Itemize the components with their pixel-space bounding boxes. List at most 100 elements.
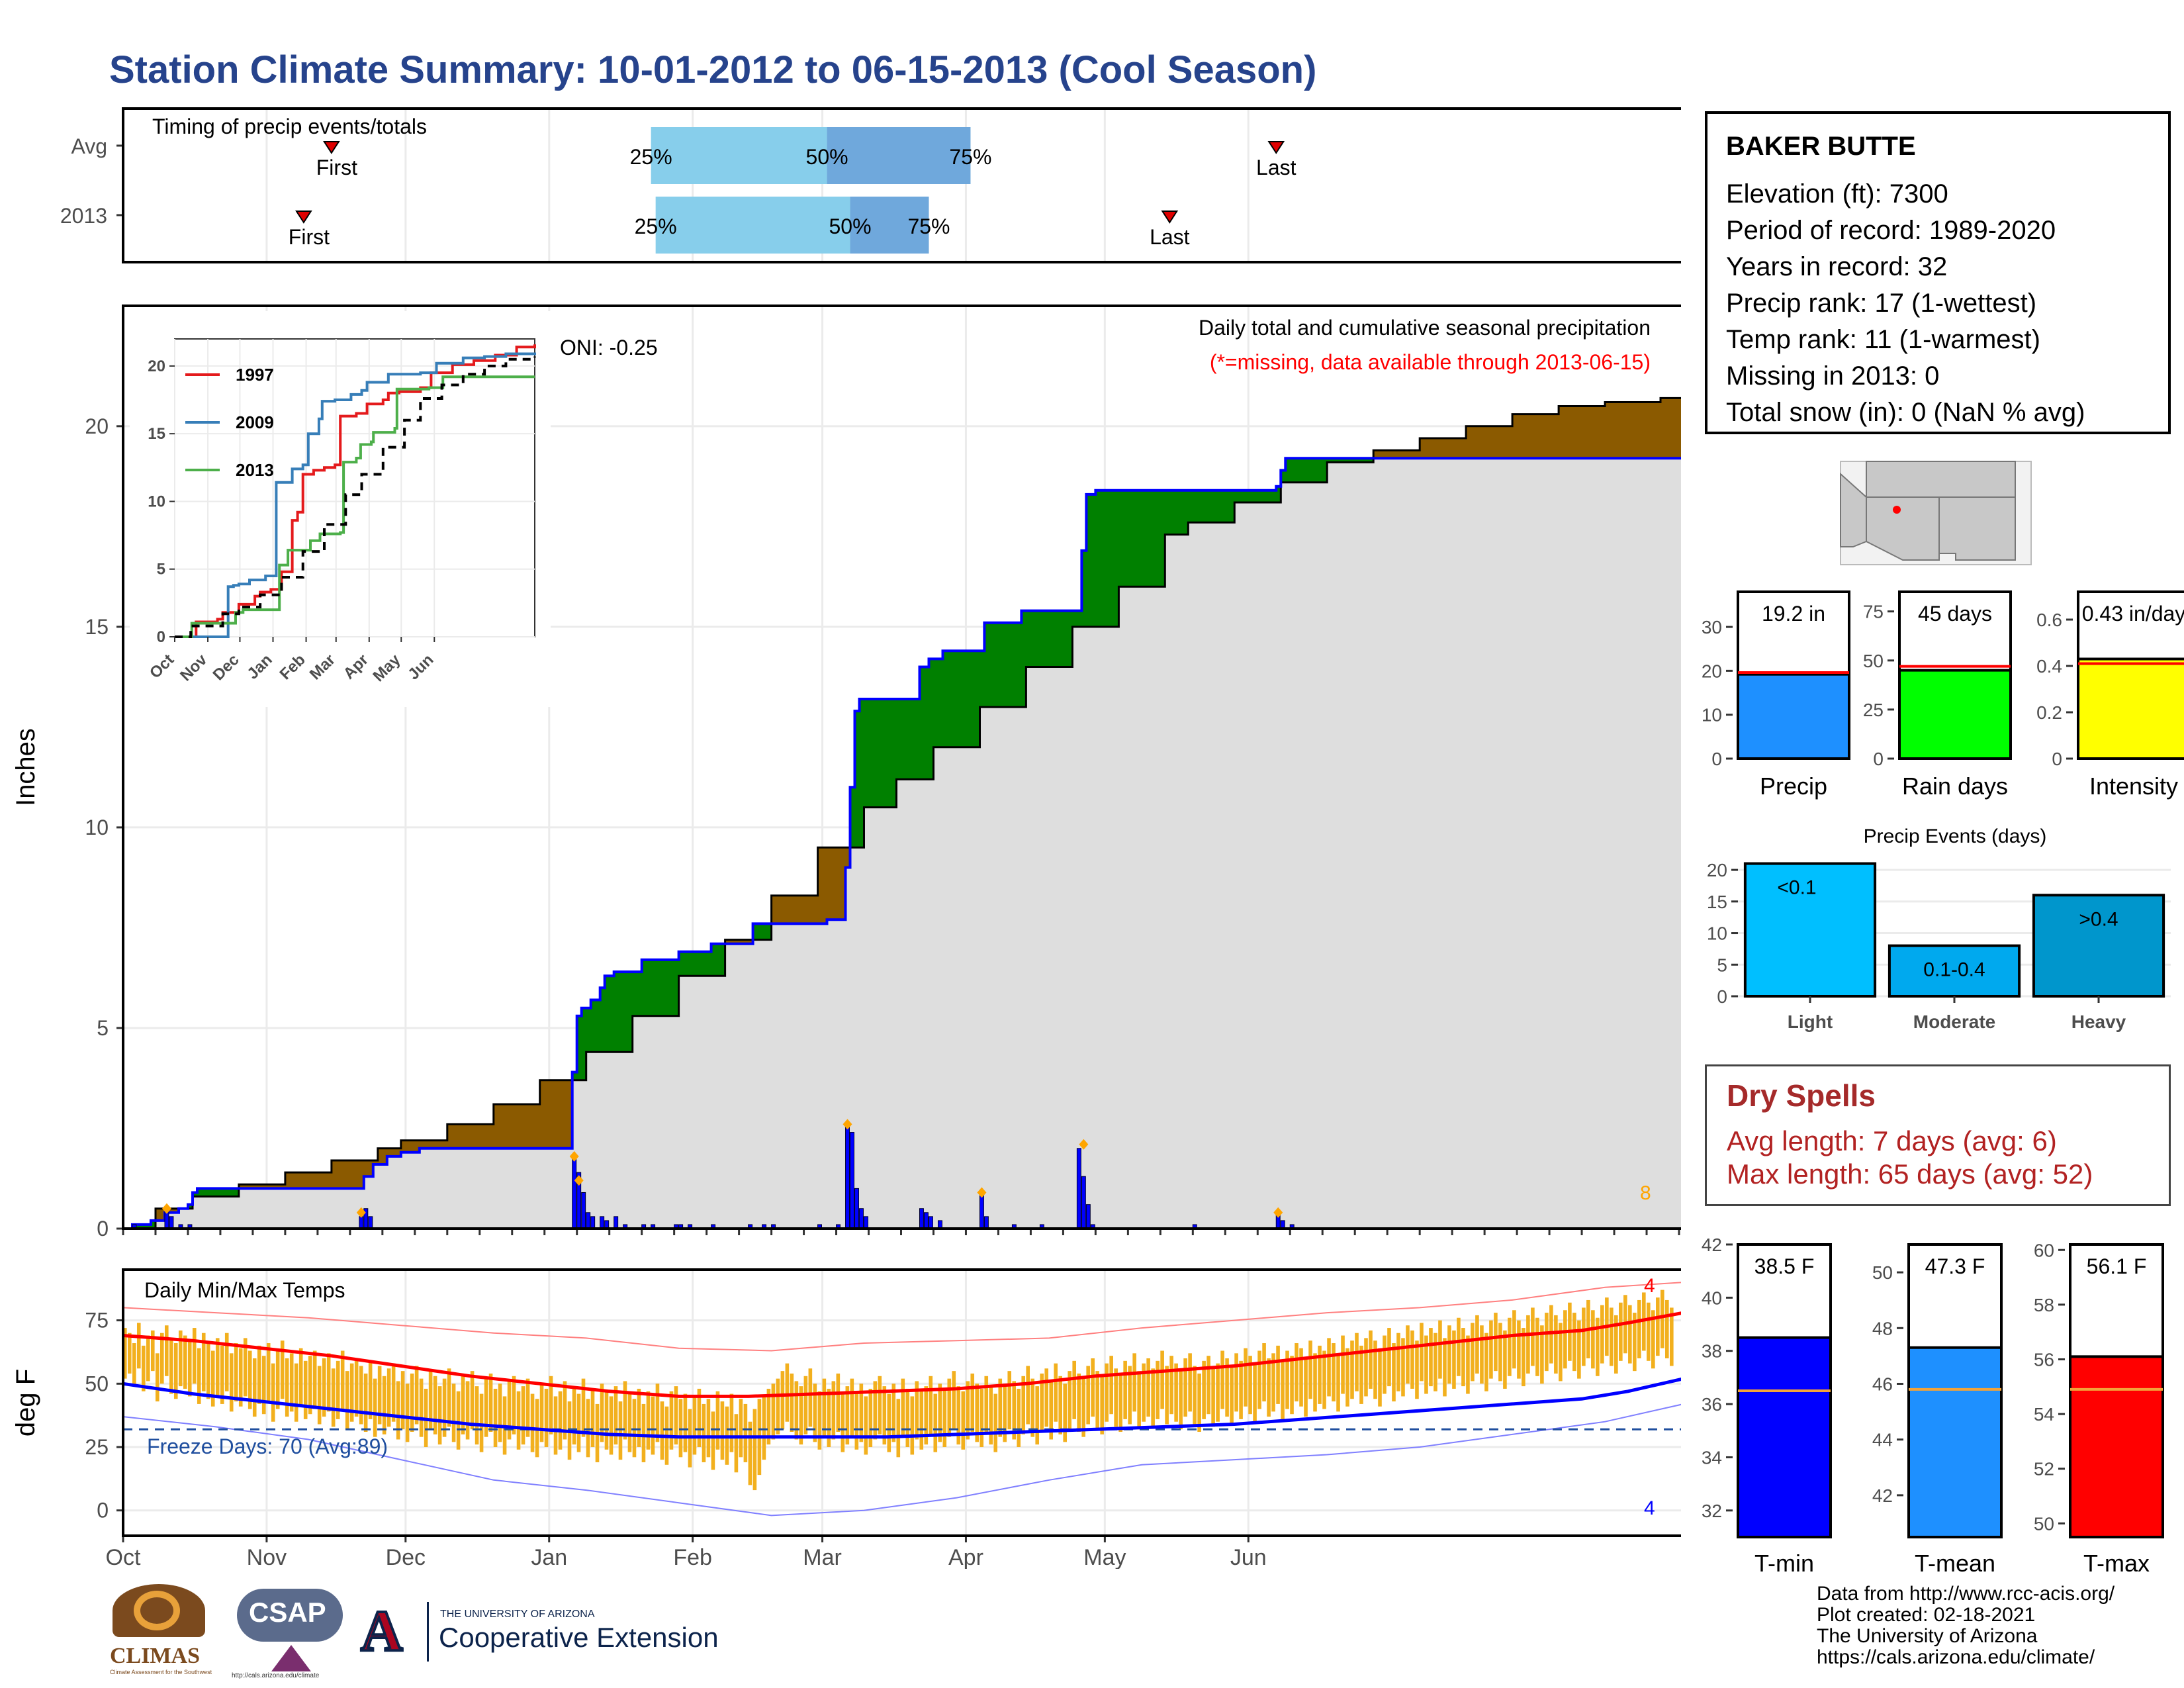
temp-daily-range-bar [470, 1371, 475, 1430]
temp-daily-range-bar [1406, 1325, 1410, 1384]
events-ytick-label: 15 [1707, 892, 1727, 912]
precip-ytick-label: 5 [97, 1016, 109, 1040]
precip-events-chart: Precip Events (days) 0 5 10 15 20 <0.1 Light 0.1… [1707, 825, 2171, 1032]
total-ytick-label: 0.6 [2036, 610, 2062, 630]
total-category-label: Intensity [2089, 773, 2178, 800]
temp-daily-range-bar [451, 1383, 456, 1442]
temp-daily-range-bar [989, 1386, 993, 1445]
temp-avg-min-line [122, 1377, 1681, 1439]
precip-daily-bar [854, 1188, 859, 1229]
temp-daily-range-bar [859, 1383, 864, 1442]
temp-daily-range-bar [993, 1393, 998, 1452]
station-precip-rank: Precip rank: 17 (1-wettest) [1726, 289, 2037, 318]
temp-xtick-label: Jan [531, 1545, 567, 1569]
temp-daily-range-bar [933, 1393, 938, 1452]
events-ytick-label: 20 [1707, 860, 1727, 880]
temp-daily-range-bar [127, 1333, 132, 1374]
temp-daily-range-bar [1137, 1371, 1141, 1430]
temp-daily-range-bar [915, 1381, 919, 1440]
temp-daily-range-bar [942, 1388, 947, 1447]
footer-data-source: Data from http://www.rcc-acis.org/ [1817, 1583, 2115, 1605]
temp-daily-range-bar [1030, 1378, 1035, 1437]
temp-daily-range-bar [836, 1373, 841, 1432]
temp-daily-range-bar [1554, 1315, 1558, 1374]
station-missing: Missing in 2013: 0 [1726, 361, 1940, 391]
temp-daily-range-bar [1480, 1325, 1484, 1384]
temp-daily-range-bar [437, 1386, 442, 1445]
dry-spells-box: Dry Spells Avg length: 7 days (avg: 6) M… [1705, 1064, 2171, 1206]
temp-daily-range-bar [910, 1396, 915, 1455]
temp-daily-range-bar [1457, 1317, 1461, 1376]
temp-daily-range-bar [1058, 1376, 1062, 1434]
temp-daily-range-bar [317, 1366, 322, 1425]
temp-daily-range-bar [1665, 1299, 1669, 1358]
temp-daily-range-bar [715, 1391, 720, 1450]
total-category-label: T-max [2083, 1550, 2150, 1577]
precip-ylabel: Inches [11, 728, 40, 806]
temp-daily-range-bar [1355, 1333, 1359, 1391]
temp-daily-range-bar [1651, 1310, 1655, 1369]
events-category-label: Moderate [1913, 1011, 1995, 1032]
precip-daily-bar [600, 1216, 605, 1229]
temp-daily-range-bar [1610, 1307, 1614, 1366]
logo-uofa-name: THE UNIVERSITY OF ARIZONA [440, 1609, 595, 1620]
temp-daily-range-bar [479, 1393, 484, 1452]
temp-daily-range-bar [224, 1333, 229, 1391]
total-ytick-label: 0.4 [2036, 656, 2062, 677]
inset-legend-label: 1997 [236, 365, 274, 385]
events-category-label: Heavy [2071, 1011, 2126, 1032]
inset-series-line-1997 [175, 344, 536, 638]
temp-daily-range-bar [484, 1378, 488, 1437]
temp-daily-range-bar [1035, 1386, 1040, 1445]
dry-spells-avg: Avg length: 7 days (avg: 6) [1727, 1125, 2057, 1156]
station-total-snow: Total snow (in): 0 (NaN % avg) [1726, 398, 2085, 427]
temp-daily-range-bar [155, 1353, 159, 1402]
precip-event-marker [574, 1175, 584, 1186]
temp-daily-range-bar [752, 1409, 757, 1491]
temp-daily-range-bar [1443, 1338, 1447, 1397]
temp-daily-range-bar [336, 1360, 340, 1419]
total-value-label: 47.3 F [1925, 1254, 1985, 1278]
events-bar-1 [1888, 944, 2021, 998]
temp-daily-range-bar [294, 1363, 298, 1422]
precip-ytick-label: 0 [97, 1217, 109, 1241]
temp-daily-range-bar [1471, 1323, 1475, 1382]
temp-daily-range-bar [1239, 1360, 1243, 1419]
timing-quantile-label: 50% [806, 145, 848, 169]
temp-daily-range-bar [234, 1343, 238, 1402]
footer-plot-created: Plot created: 02-18-2021 [1817, 1604, 2036, 1626]
temp-daily-range-bar [1359, 1345, 1363, 1404]
temp-daily-range-bar [887, 1393, 891, 1452]
temp-daily-range-bar [391, 1363, 396, 1422]
station-elevation: Elevation (ft): 7300 [1726, 179, 1948, 209]
temp-daily-range-bar [766, 1388, 771, 1445]
temp-daily-range-bar [400, 1371, 405, 1430]
total-ytick-label: 0 [1711, 749, 1722, 769]
precip-totals-chart: 0 10 20 30 19.2 in Precip 0 25 50 75 45 days Rain d… [1702, 590, 2184, 800]
temp-daily-range-bar [827, 1388, 831, 1447]
temp-daily-range-bar [1350, 1340, 1354, 1399]
temp-daily-range-bar [678, 1399, 683, 1458]
total-ytick-label: 0.2 [2036, 702, 2062, 723]
temp-daily-range-bar [498, 1383, 502, 1442]
total-ytick-label: 54 [2034, 1404, 2054, 1425]
temp-daily-range-bar [1318, 1345, 1322, 1404]
temp-daily-range-bar [1257, 1350, 1261, 1409]
precip-daily-bar [983, 1216, 989, 1229]
temp-daily-range-bar [373, 1378, 377, 1437]
temp-daily-range-bar [771, 1383, 776, 1440]
temp-daily-range-bar [220, 1345, 224, 1404]
temp-daily-range-bar [1281, 1360, 1285, 1419]
total-ytick-label: 40 [1702, 1288, 1722, 1308]
temp-daily-range-bar [1545, 1313, 1549, 1372]
temp-daily-range-bar [609, 1396, 614, 1455]
temp-daily-range-bar [975, 1383, 979, 1442]
temp-daily-range-bar [178, 1330, 183, 1387]
temp-daily-range-bar [442, 1378, 447, 1437]
precip-oni: ONI: -0.25 [560, 336, 658, 359]
temp-daily-range-bar [803, 1376, 808, 1434]
temp-daily-range-bar [961, 1391, 966, 1450]
temp-daily-range-bar [298, 1348, 303, 1407]
temp-daily-range-bar [1531, 1307, 1535, 1366]
timing-last-marker [1267, 141, 1285, 154]
